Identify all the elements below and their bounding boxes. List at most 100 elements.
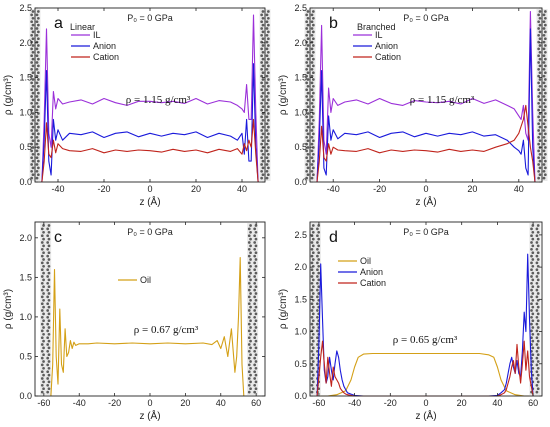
panel-letter: c <box>54 229 62 246</box>
atom-dot <box>47 264 51 268</box>
atom-dot <box>42 271 45 275</box>
atom-dot <box>249 271 252 275</box>
atom-dot <box>544 78 547 81</box>
atom-dot <box>530 281 533 285</box>
atom-dot <box>310 115 314 119</box>
atom-dot <box>46 370 50 374</box>
atom-dot <box>538 78 542 81</box>
atom-dot <box>265 27 269 30</box>
atom-dot <box>40 261 44 265</box>
atom-dot <box>261 30 265 34</box>
y-tick-label: 2.5 <box>19 3 32 13</box>
atom-dot <box>267 78 270 81</box>
atom-dot <box>40 234 44 238</box>
panel-letter: b <box>329 15 338 32</box>
atom-dot <box>310 343 314 346</box>
atom-dot <box>536 237 540 241</box>
atom-dot <box>537 142 541 146</box>
atom-dot <box>310 176 314 180</box>
x-tick-label: 20 <box>467 184 477 194</box>
atom-dot <box>306 91 310 95</box>
atom-dot <box>538 173 542 177</box>
atom-dot <box>531 326 535 329</box>
atom-dot <box>542 54 546 58</box>
pressure-label: P₀ = 0 GPa <box>403 227 449 237</box>
atom-dot <box>254 366 258 370</box>
atom-dot <box>530 234 533 238</box>
atom-dot <box>536 298 540 302</box>
atom-dot <box>247 227 251 231</box>
atom-dot <box>305 47 308 51</box>
atom-dot <box>42 251 45 255</box>
atom-dot <box>544 50 547 54</box>
atom-dot <box>310 95 314 98</box>
atom-dot <box>30 108 33 112</box>
atom-dot <box>260 115 263 119</box>
atom-dot <box>254 319 258 323</box>
panel-b: -40 -20 0 20 40 0.0 0.5 1.0 1.5 2.0 2.5 z (Å) ρ (g/c… <box>278 3 548 208</box>
atom-dot <box>538 50 542 54</box>
atom-dot <box>260 27 263 30</box>
atom-dot <box>249 380 252 384</box>
y-tick-label: 2.0 <box>294 38 307 48</box>
atom-dot <box>311 332 315 336</box>
atom-dot <box>305 67 308 71</box>
atom-dot <box>311 366 315 370</box>
atom-dot <box>40 227 44 231</box>
atom-dot <box>30 61 33 64</box>
atom-dot <box>261 132 265 136</box>
atom-dot <box>265 20 269 24</box>
atom-dot <box>261 57 265 61</box>
atom-dot <box>247 288 251 292</box>
atom-dot <box>247 356 251 360</box>
atom-dot <box>317 271 321 275</box>
atom-dot <box>544 71 547 75</box>
atom-dot <box>261 159 265 163</box>
atom-dot <box>537 61 541 64</box>
atom-dot <box>310 241 314 244</box>
atom-dot <box>306 50 310 54</box>
atom-dot <box>30 13 33 17</box>
atom-dot <box>535 390 539 394</box>
y-tick-label: 0.5 <box>19 351 32 361</box>
atom-dot <box>310 47 314 51</box>
atom-dot <box>261 173 265 177</box>
atom-dot <box>538 44 542 47</box>
atom-dot <box>265 33 269 37</box>
atom-dot <box>42 237 45 241</box>
atom-dot <box>538 10 542 13</box>
atom-dot <box>317 292 321 295</box>
atom-dot <box>316 261 319 265</box>
x-tick-label: 0 <box>423 184 428 194</box>
atom-dot <box>310 74 314 78</box>
atom-dot <box>312 91 315 95</box>
atom-dot <box>544 84 547 88</box>
atom-dot <box>260 74 263 78</box>
atom-dot <box>35 176 39 180</box>
atom-dot <box>305 156 308 160</box>
atom-dot <box>37 98 40 102</box>
atom-dot <box>46 343 50 346</box>
x-tick-label: -40 <box>73 398 86 408</box>
atom-dot <box>305 101 308 105</box>
atom-dot <box>265 54 269 58</box>
atom-dot <box>267 10 270 13</box>
atom-dot <box>312 105 315 109</box>
atom-dot <box>530 302 533 306</box>
atom-dot <box>312 118 315 122</box>
atom-dot <box>305 13 308 17</box>
atom-dot <box>47 387 51 391</box>
atom-dot <box>47 285 51 289</box>
atom-dot <box>535 268 539 272</box>
atom-dot <box>247 377 251 380</box>
atom-dot <box>37 105 40 109</box>
atom-dot <box>531 244 535 248</box>
atom-dot <box>249 278 252 282</box>
atom-dot <box>30 54 33 58</box>
atom-dot <box>538 91 542 95</box>
atom-dot <box>310 383 314 387</box>
series-line-anion <box>316 253 534 397</box>
atom-dot <box>538 30 542 34</box>
atom-dot <box>537 149 541 153</box>
